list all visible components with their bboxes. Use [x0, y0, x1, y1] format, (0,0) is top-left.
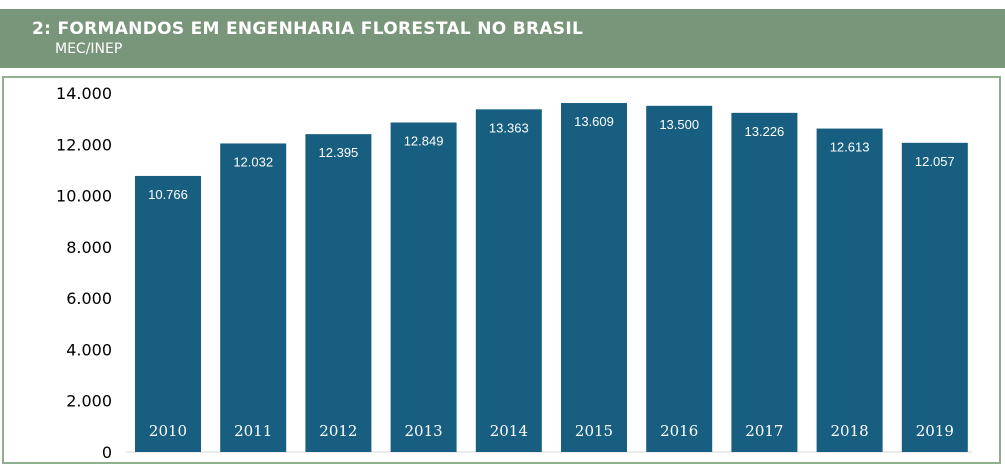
bar	[901, 142, 968, 452]
bar	[305, 134, 372, 452]
bar	[731, 112, 798, 453]
bar-value-label: 13.609	[574, 114, 614, 129]
bar-value-label: 13.363	[489, 120, 529, 135]
bar	[135, 175, 201, 452]
bar-value-label: 13.226	[745, 124, 785, 139]
bar-value-label: 13.500	[659, 117, 699, 132]
bar-group: 12.032 2011	[220, 143, 287, 452]
bar	[561, 103, 627, 452]
bar-group: 10.766 2010	[135, 175, 201, 452]
bar-group: 12.057 2019	[901, 142, 968, 452]
x-tick-label: 2015	[575, 422, 613, 440]
bar	[816, 128, 883, 452]
y-tick-label: 0	[102, 443, 112, 462]
bar-group: 12.613 2018	[816, 128, 883, 452]
x-tick-label: 2016	[660, 422, 698, 440]
x-tick-label: 2014	[490, 422, 528, 440]
bar-value-label: 10.766	[148, 187, 188, 202]
bar-group: 13.363 2014	[475, 109, 542, 452]
bar-group: 13.226 2017	[731, 112, 798, 453]
bar-group: 12.849 2013	[390, 122, 457, 453]
x-tick-label: 2011	[234, 422, 272, 440]
y-tick-label: 6.000	[66, 289, 112, 308]
chart-header	[0, 9, 1005, 68]
x-tick-label: 2018	[831, 422, 869, 440]
bar-value-label: 12.395	[319, 145, 359, 160]
chart-title: 2: FORMANDOS EM ENGENHARIA FLORESTAL NO …	[32, 19, 584, 39]
bar	[390, 122, 457, 453]
bar	[646, 105, 713, 453]
bars-group: 10.766 2010 12.032 2011 12.395 2012 12.849 2013…	[135, 103, 968, 453]
x-tick-label: 2019	[916, 422, 954, 440]
y-tick-label: 10.000	[56, 187, 112, 206]
y-tick-label: 4.000	[66, 340, 112, 359]
x-tick-label: 2012	[319, 422, 357, 440]
chart-subtitle: MEC/INEP	[55, 41, 123, 57]
bar	[475, 109, 542, 452]
bar	[220, 143, 287, 452]
bar-group: 12.395 2012	[305, 134, 372, 452]
bar-group: 13.609 2015	[561, 103, 627, 452]
bar-group: 13.500 2016	[646, 105, 713, 453]
y-tick-label: 12.000	[56, 135, 112, 154]
y-axis: 0 2.000 4.000 6.000 8.000 10.000 12.000 14.000	[56, 84, 112, 462]
bar-value-label: 12.057	[915, 154, 955, 169]
y-tick-label: 8.000	[66, 238, 112, 257]
x-tick-label: 2017	[745, 422, 783, 440]
x-tick-label: 2013	[405, 422, 443, 440]
x-tick-label: 2010	[149, 422, 187, 440]
bar-value-label: 12.032	[233, 154, 273, 169]
bar-value-label: 12.849	[404, 134, 444, 149]
y-tick-label: 2.000	[66, 392, 112, 411]
bar-value-label: 12.613	[830, 140, 870, 155]
y-tick-label: 14.000	[56, 84, 112, 103]
